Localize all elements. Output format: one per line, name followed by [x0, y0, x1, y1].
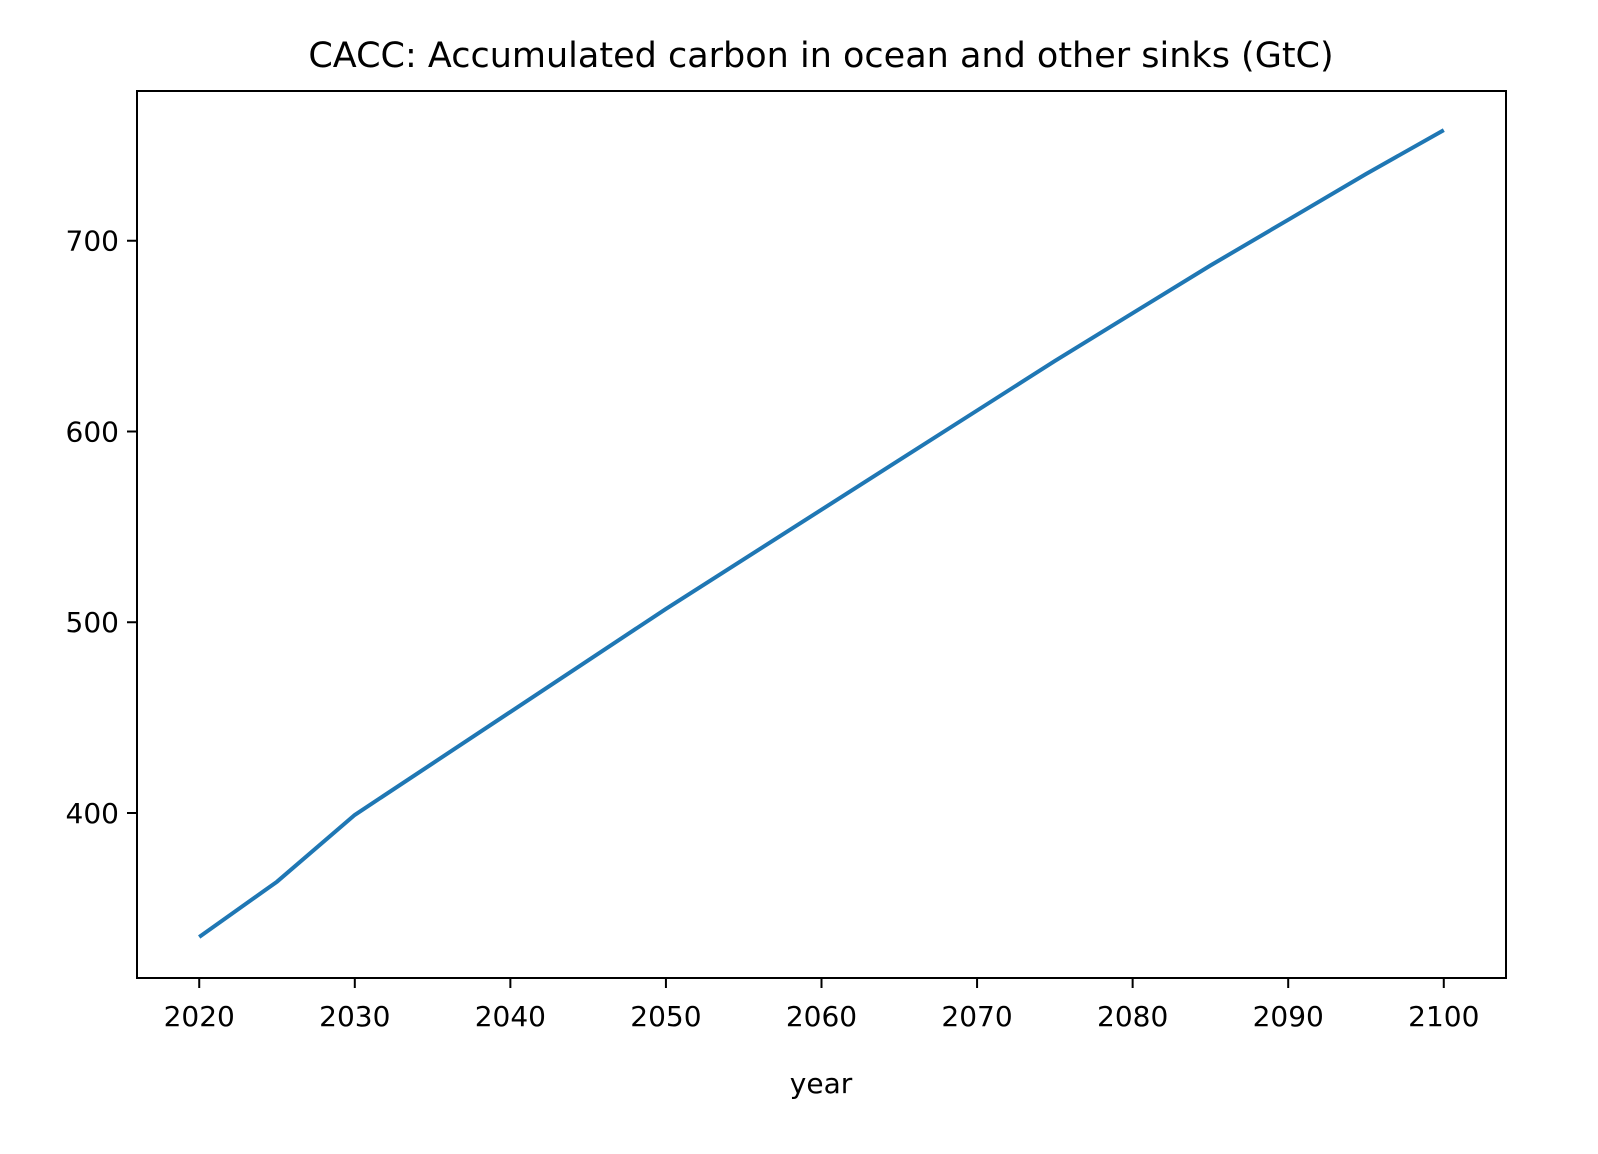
x-tick-label: 2060 — [786, 1000, 857, 1033]
y-tick-label: 400 — [66, 797, 119, 830]
x-tick-label: 2090 — [1253, 1000, 1324, 1033]
y-tick-label: 700 — [66, 225, 119, 258]
series-layer — [198, 128, 1445, 939]
plot-area-frame — [136, 90, 1507, 979]
series-line — [198, 128, 1445, 939]
y-axis-ticks: 400 500 600 700 — [66, 225, 137, 830]
y-tick-label: 600 — [66, 415, 119, 448]
x-tick-label: 2080 — [1097, 1000, 1168, 1033]
x-axis-label: year — [790, 1067, 853, 1100]
chart-title: CACC: Accumulated carbon in ocean and ot… — [308, 36, 1333, 76]
x-tick-label: 2030 — [319, 1000, 390, 1033]
x-tick-label: 2040 — [475, 1000, 546, 1033]
x-axis-ticks: 2020 2030 2040 2050 2060 2070 2080 2090 2100 — [164, 978, 1479, 1033]
y-tick-label: 500 — [66, 606, 119, 639]
x-tick-label: 2070 — [941, 1000, 1012, 1033]
x-tick-label: 2100 — [1408, 1000, 1479, 1033]
x-tick-label: 2050 — [630, 1000, 701, 1033]
x-tick-label: 2020 — [164, 1000, 235, 1033]
